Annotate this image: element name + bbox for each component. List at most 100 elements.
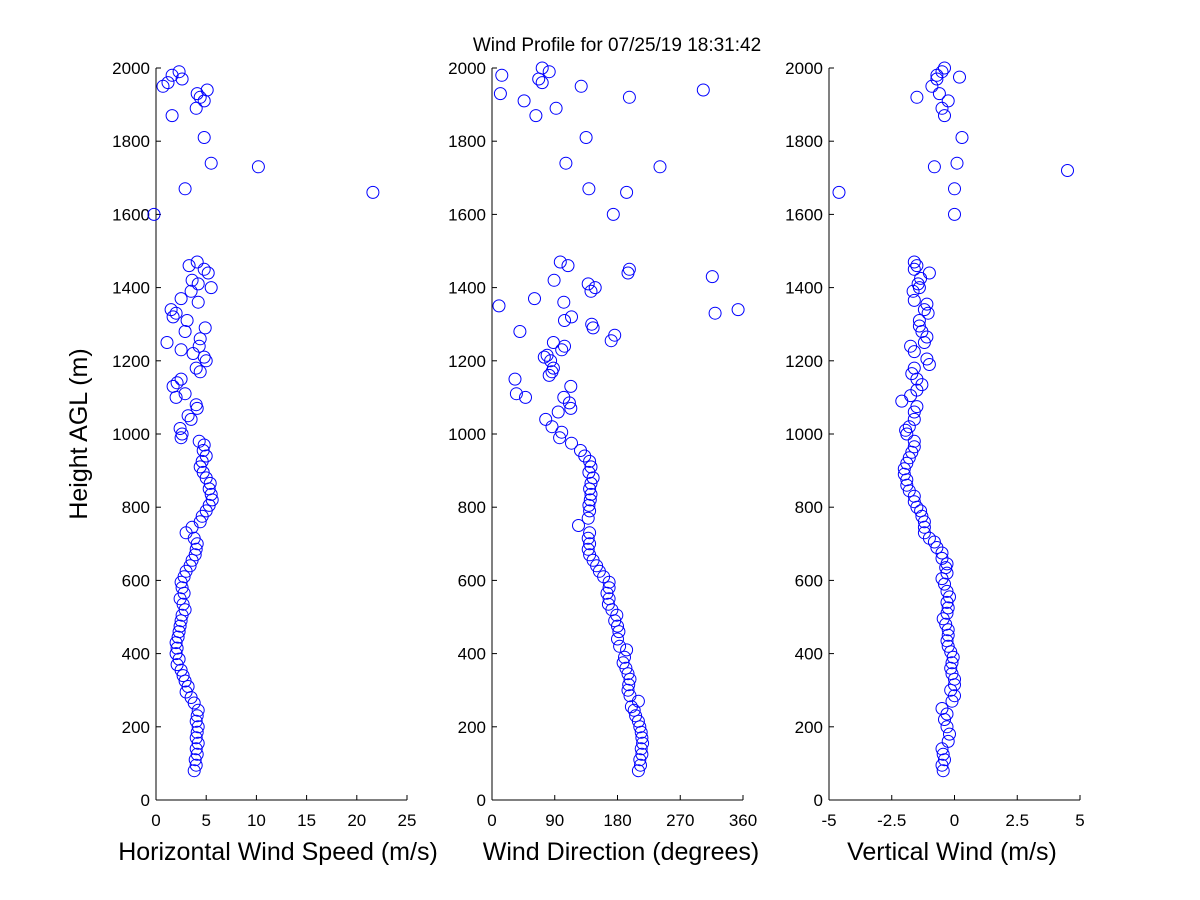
- wind-direction-panel: 0 200 400 600 800 1000 1200 1400 1600 1800 2000 0 90…: [448, 59, 759, 866]
- vertical-wind-axes: 0 200 400 600 800 1000 1200 1400 1600 1800 2000 -5 -…: [785, 59, 1085, 830]
- data-point: [920, 297, 934, 311]
- data-point: [581, 277, 595, 291]
- data-point: [178, 182, 192, 196]
- data-point: [165, 68, 179, 82]
- y-tick-label: 0: [477, 791, 486, 810]
- data-point: [193, 460, 207, 474]
- data-point: [572, 519, 585, 532]
- x-tick-label: 270: [666, 811, 694, 830]
- data-point: [941, 734, 955, 748]
- data-point: [581, 542, 595, 556]
- data-point: [927, 535, 941, 549]
- figure-title: Wind Profile for 07/25/19 18:31:42: [473, 35, 761, 56]
- y-tick-label: 2000: [785, 59, 823, 78]
- data-point: [900, 456, 914, 470]
- data-point: [193, 365, 207, 379]
- data-point: [193, 332, 207, 346]
- data-point: [622, 262, 636, 276]
- data-point: [166, 310, 180, 324]
- wind-direction-points: [492, 61, 745, 778]
- data-point: [551, 405, 565, 419]
- vertical-wind-panel: 0 200 400 600 800 1000 1200 1400 1600 1800 2000 -5 -…: [785, 59, 1085, 866]
- data-point: [191, 720, 205, 734]
- x-tick-label: 10: [247, 811, 266, 830]
- data-point: [606, 207, 620, 221]
- data-point: [634, 742, 648, 756]
- data-point: [629, 709, 643, 723]
- data-point: [189, 758, 203, 772]
- data-point: [197, 131, 211, 144]
- y-tick-label: 0: [814, 791, 823, 810]
- data-point: [170, 641, 184, 655]
- data-point: [611, 632, 624, 646]
- data-point: [519, 390, 532, 404]
- y-tick-label: 0: [141, 791, 150, 810]
- data-point: [907, 262, 921, 276]
- x-tick-label: 360: [729, 811, 757, 830]
- y-tick-label: 1600: [112, 205, 150, 224]
- data-point: [636, 736, 650, 750]
- data-point: [618, 650, 631, 664]
- data-point: [584, 476, 598, 490]
- data-point: [251, 160, 265, 174]
- data-point: [192, 339, 206, 353]
- data-point: [585, 317, 599, 331]
- data-point: [907, 255, 921, 269]
- y-tick-label: 1600: [785, 205, 823, 224]
- data-point: [178, 387, 192, 401]
- data-point: [191, 295, 205, 309]
- data-point: [583, 504, 597, 518]
- data-point: [623, 689, 637, 703]
- horizontal-wind-speed-points: [147, 65, 380, 778]
- data-point: [900, 478, 914, 492]
- data-point: [565, 310, 578, 324]
- data-point: [179, 685, 193, 699]
- data-point: [192, 434, 206, 448]
- data-point: [540, 348, 554, 362]
- data-point: [621, 667, 635, 681]
- data-point: [940, 595, 954, 609]
- data-point: [938, 753, 951, 767]
- data-point: [176, 669, 190, 683]
- y-tick-label: 1000: [448, 425, 486, 444]
- vertical-wind-x-label: Vertical Wind (m/s): [847, 838, 1057, 866]
- data-point: [182, 259, 196, 273]
- data-point: [940, 634, 954, 648]
- data-point: [166, 379, 180, 393]
- data-point: [558, 339, 571, 353]
- data-point: [930, 541, 944, 554]
- data-point: [633, 753, 647, 767]
- y-tick-label: 1200: [448, 352, 486, 371]
- y-tick-label: 1400: [112, 279, 150, 298]
- y-tick-label: 1400: [785, 279, 823, 298]
- data-point: [905, 367, 919, 381]
- data-point: [583, 537, 597, 551]
- data-point: [546, 361, 560, 375]
- data-point: [535, 61, 549, 75]
- data-point: [583, 493, 597, 507]
- data-point: [175, 72, 189, 86]
- data-point: [175, 427, 189, 441]
- data-point: [907, 293, 921, 307]
- vertical-wind-points: [832, 61, 1074, 778]
- data-point: [948, 182, 961, 196]
- data-point: [191, 703, 205, 717]
- data-point: [558, 314, 571, 327]
- data-point: [940, 606, 954, 620]
- data-point: [911, 277, 925, 291]
- data-point: [574, 79, 588, 93]
- x-tick-label: 0: [950, 811, 959, 830]
- data-point: [927, 160, 941, 174]
- x-tick-label: 0: [487, 811, 496, 830]
- data-point: [897, 462, 911, 476]
- data-point: [170, 376, 184, 390]
- data-point: [708, 306, 722, 320]
- data-point: [517, 94, 531, 108]
- data-point: [165, 109, 179, 123]
- data-point: [509, 387, 523, 401]
- data-point: [902, 484, 916, 498]
- data-point: [180, 314, 194, 327]
- data-point: [160, 336, 174, 349]
- data-point: [620, 643, 634, 657]
